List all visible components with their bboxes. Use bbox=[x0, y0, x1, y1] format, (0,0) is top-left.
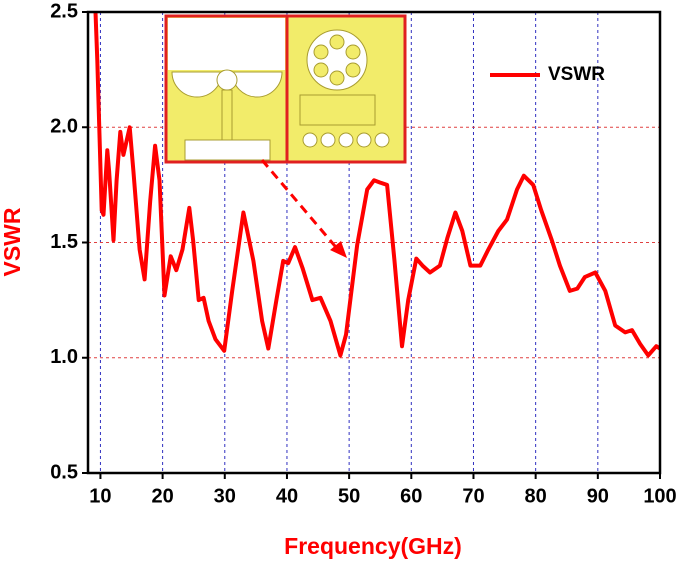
y-tick-label: 1.5 bbox=[50, 231, 78, 253]
x-tick-label: 90 bbox=[587, 485, 609, 507]
inset-bg bbox=[168, 18, 285, 70]
x-tick-label: 70 bbox=[462, 485, 484, 507]
y-tick-label: 0.5 bbox=[50, 461, 78, 483]
y-tick-label: 1.0 bbox=[50, 346, 78, 368]
inset-patch bbox=[216, 69, 238, 91]
x-tick-label: 30 bbox=[214, 485, 236, 507]
inset-patch bbox=[184, 139, 271, 161]
x-tick-label: 40 bbox=[276, 485, 298, 507]
annotation-arrow bbox=[260, 159, 342, 253]
x-tick-label: 60 bbox=[400, 485, 422, 507]
x-axis-title: Frequency(GHz) bbox=[284, 533, 462, 559]
legend-label: VSWR bbox=[548, 64, 605, 85]
y-tick-label: 2.5 bbox=[50, 0, 78, 22]
inset-patch bbox=[221, 89, 233, 141]
x-tick-label: 50 bbox=[338, 485, 360, 507]
inset-patch bbox=[313, 34, 361, 86]
x-tick-label: 20 bbox=[151, 485, 173, 507]
x-tick-label: 100 bbox=[643, 485, 676, 507]
antenna-inset bbox=[164, 14, 407, 164]
inset-patch bbox=[299, 94, 390, 148]
plot-frame bbox=[86, 10, 662, 475]
y-tick-label: 2.0 bbox=[50, 116, 78, 138]
x-tick-label: 80 bbox=[525, 485, 547, 507]
data-line bbox=[93, 11, 662, 358]
y-axis-title: VSWR bbox=[0, 207, 25, 276]
x-tick-label: 10 bbox=[89, 485, 111, 507]
annotation-arrowhead bbox=[330, 241, 347, 258]
